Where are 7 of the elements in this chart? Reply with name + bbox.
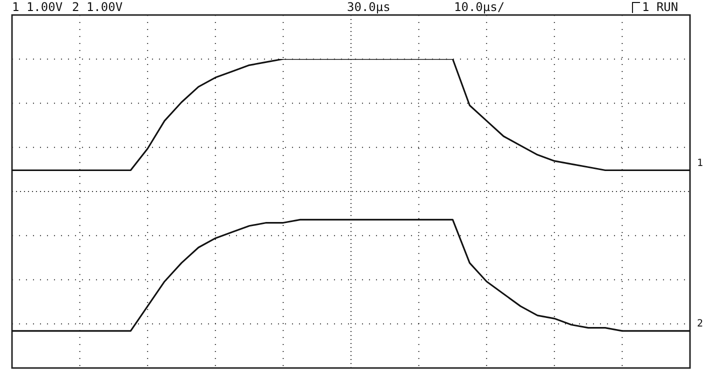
text: 30.0µs xyxy=(347,0,390,14)
text: 1 1.00V xyxy=(12,0,63,14)
text: 2 1.00V xyxy=(72,0,123,14)
text: 10.0µs/ xyxy=(454,0,505,14)
series-label: 2 xyxy=(697,318,704,330)
text: 1 RUN xyxy=(642,0,678,14)
series-label: 1 xyxy=(697,158,704,169)
